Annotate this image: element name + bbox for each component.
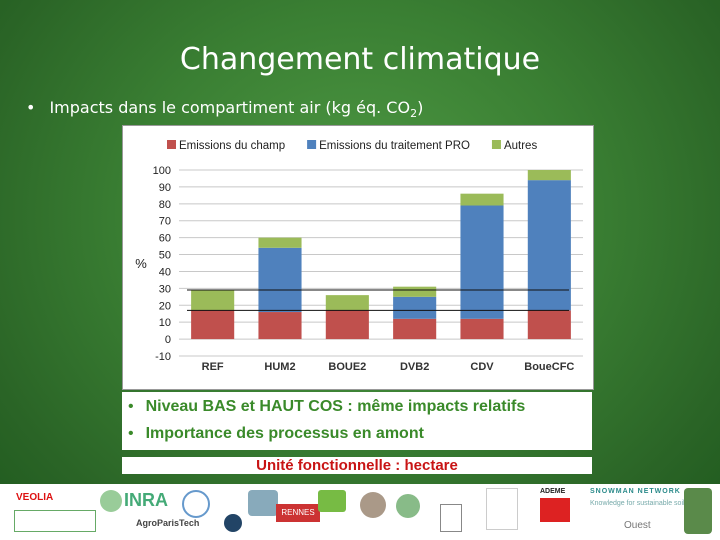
x-tick-label: HUM2 — [264, 361, 295, 373]
bar-segment — [527, 310, 571, 340]
legend-swatch — [307, 140, 317, 149]
university-seal-icon — [182, 490, 210, 518]
note-2-text: Importance des processus en amont — [145, 425, 424, 442]
slide-title: Changement climatique — [179, 42, 541, 77]
ademe-logo: ADEME — [540, 488, 566, 495]
y-tick-label: 70 — [159, 216, 171, 228]
ademe-mark-icon — [540, 498, 570, 522]
y-tick-label: 10 — [159, 317, 171, 329]
chart-panel: 100 90 80 70 60 50 40 30 20 10 0 -10% REF HUM2 BOUE2 DV… — [122, 125, 594, 390]
note-2: • Importance des processus en amont — [128, 425, 424, 443]
y-tick-label: 90 — [159, 182, 171, 194]
y-tick-label: 40 — [159, 266, 171, 278]
bar-segment — [258, 237, 302, 248]
logo-strip: VEOLIA INRA AgroParisTech RENNES ADEME S… — [0, 484, 720, 540]
partner-round-icon — [224, 514, 242, 532]
agroparistech-logo: AgroParisTech — [136, 518, 200, 528]
bar-segment — [258, 247, 302, 313]
legend-label: Autres — [504, 140, 537, 152]
legend-swatch — [167, 140, 176, 149]
bar-segment — [460, 205, 504, 319]
legend-swatch — [491, 140, 501, 149]
rennes-logo: RENNES — [276, 504, 320, 522]
partner-seal-icon — [396, 494, 420, 518]
note-1: • Niveau BAS et HAUT COS : même impacts r… — [128, 398, 525, 416]
bar-segment — [325, 295, 369, 311]
bar-segment — [393, 286, 437, 297]
republique-francaise-logo — [486, 488, 518, 530]
bullet-impacts: • Impacts dans le compartiment air (kg éq… — [26, 98, 423, 120]
x-tick-label: BOUE2 — [328, 361, 366, 373]
bar-segment — [191, 310, 235, 340]
bullet-close: ) — [417, 98, 424, 117]
y-tick-label: 30 — [159, 283, 171, 295]
bullet-subscript: 2 — [410, 107, 418, 121]
y-tick-label: 80 — [159, 199, 171, 211]
partner-circle-icon — [360, 492, 386, 518]
legend-label: Emissions du traitement PRO — [319, 140, 470, 152]
y-axis-label: % — [135, 256, 147, 271]
bar-segment — [460, 193, 504, 206]
bar-segment — [258, 312, 302, 340]
partner-plant-icon — [684, 488, 712, 534]
bar-segment — [527, 170, 571, 181]
bullet-dot: • — [26, 98, 36, 117]
y-tick-label: 0 — [165, 334, 171, 346]
partner-document-icon — [440, 504, 462, 532]
inra-logo: INRA — [124, 490, 168, 510]
alterra-logo — [14, 510, 96, 532]
note-dot: • — [128, 425, 134, 442]
bar-segment — [191, 290, 235, 311]
bar-segment — [393, 296, 437, 319]
bar-segment — [527, 180, 571, 311]
functional-unit-label: Unité fonctionnelle : hectare — [122, 457, 592, 474]
snowman-logo: SNOWMAN NETWORK — [590, 488, 681, 495]
y-tick-label: 20 — [159, 300, 171, 312]
partner-leaf-icon — [318, 490, 346, 512]
notes-panel: • Niveau BAS et HAUT COS : même impacts r… — [122, 392, 592, 450]
x-tick-label: CDV — [470, 361, 494, 373]
snowman-tagline: Knowledge for sustainable soils — [590, 500, 689, 507]
y-tick-label: 100 — [153, 165, 171, 177]
x-tick-label: BoueCFC — [524, 361, 574, 373]
y-tick-label: 60 — [159, 233, 171, 245]
partner-emblem-icon — [100, 490, 122, 512]
bar-segment — [393, 318, 437, 340]
bullet-text: Impacts dans le compartiment air (kg éq.… — [49, 98, 411, 117]
ouest-logo: Ouest — [624, 520, 651, 531]
bar-segment — [460, 318, 504, 340]
partner-badge-icon — [248, 490, 278, 516]
bar-segment — [325, 310, 369, 340]
legend-label: Emissions du champ — [179, 140, 285, 152]
x-tick-label: REF — [202, 361, 224, 373]
y-tick-label: 50 — [159, 250, 171, 262]
note-1-text: Niveau BAS et HAUT COS : même impacts re… — [145, 398, 526, 415]
note-dot: • — [128, 398, 134, 415]
veolia-logo: VEOLIA — [16, 492, 54, 503]
y-tick-label: -10 — [155, 351, 171, 363]
x-tick-label: DVB2 — [400, 361, 429, 373]
